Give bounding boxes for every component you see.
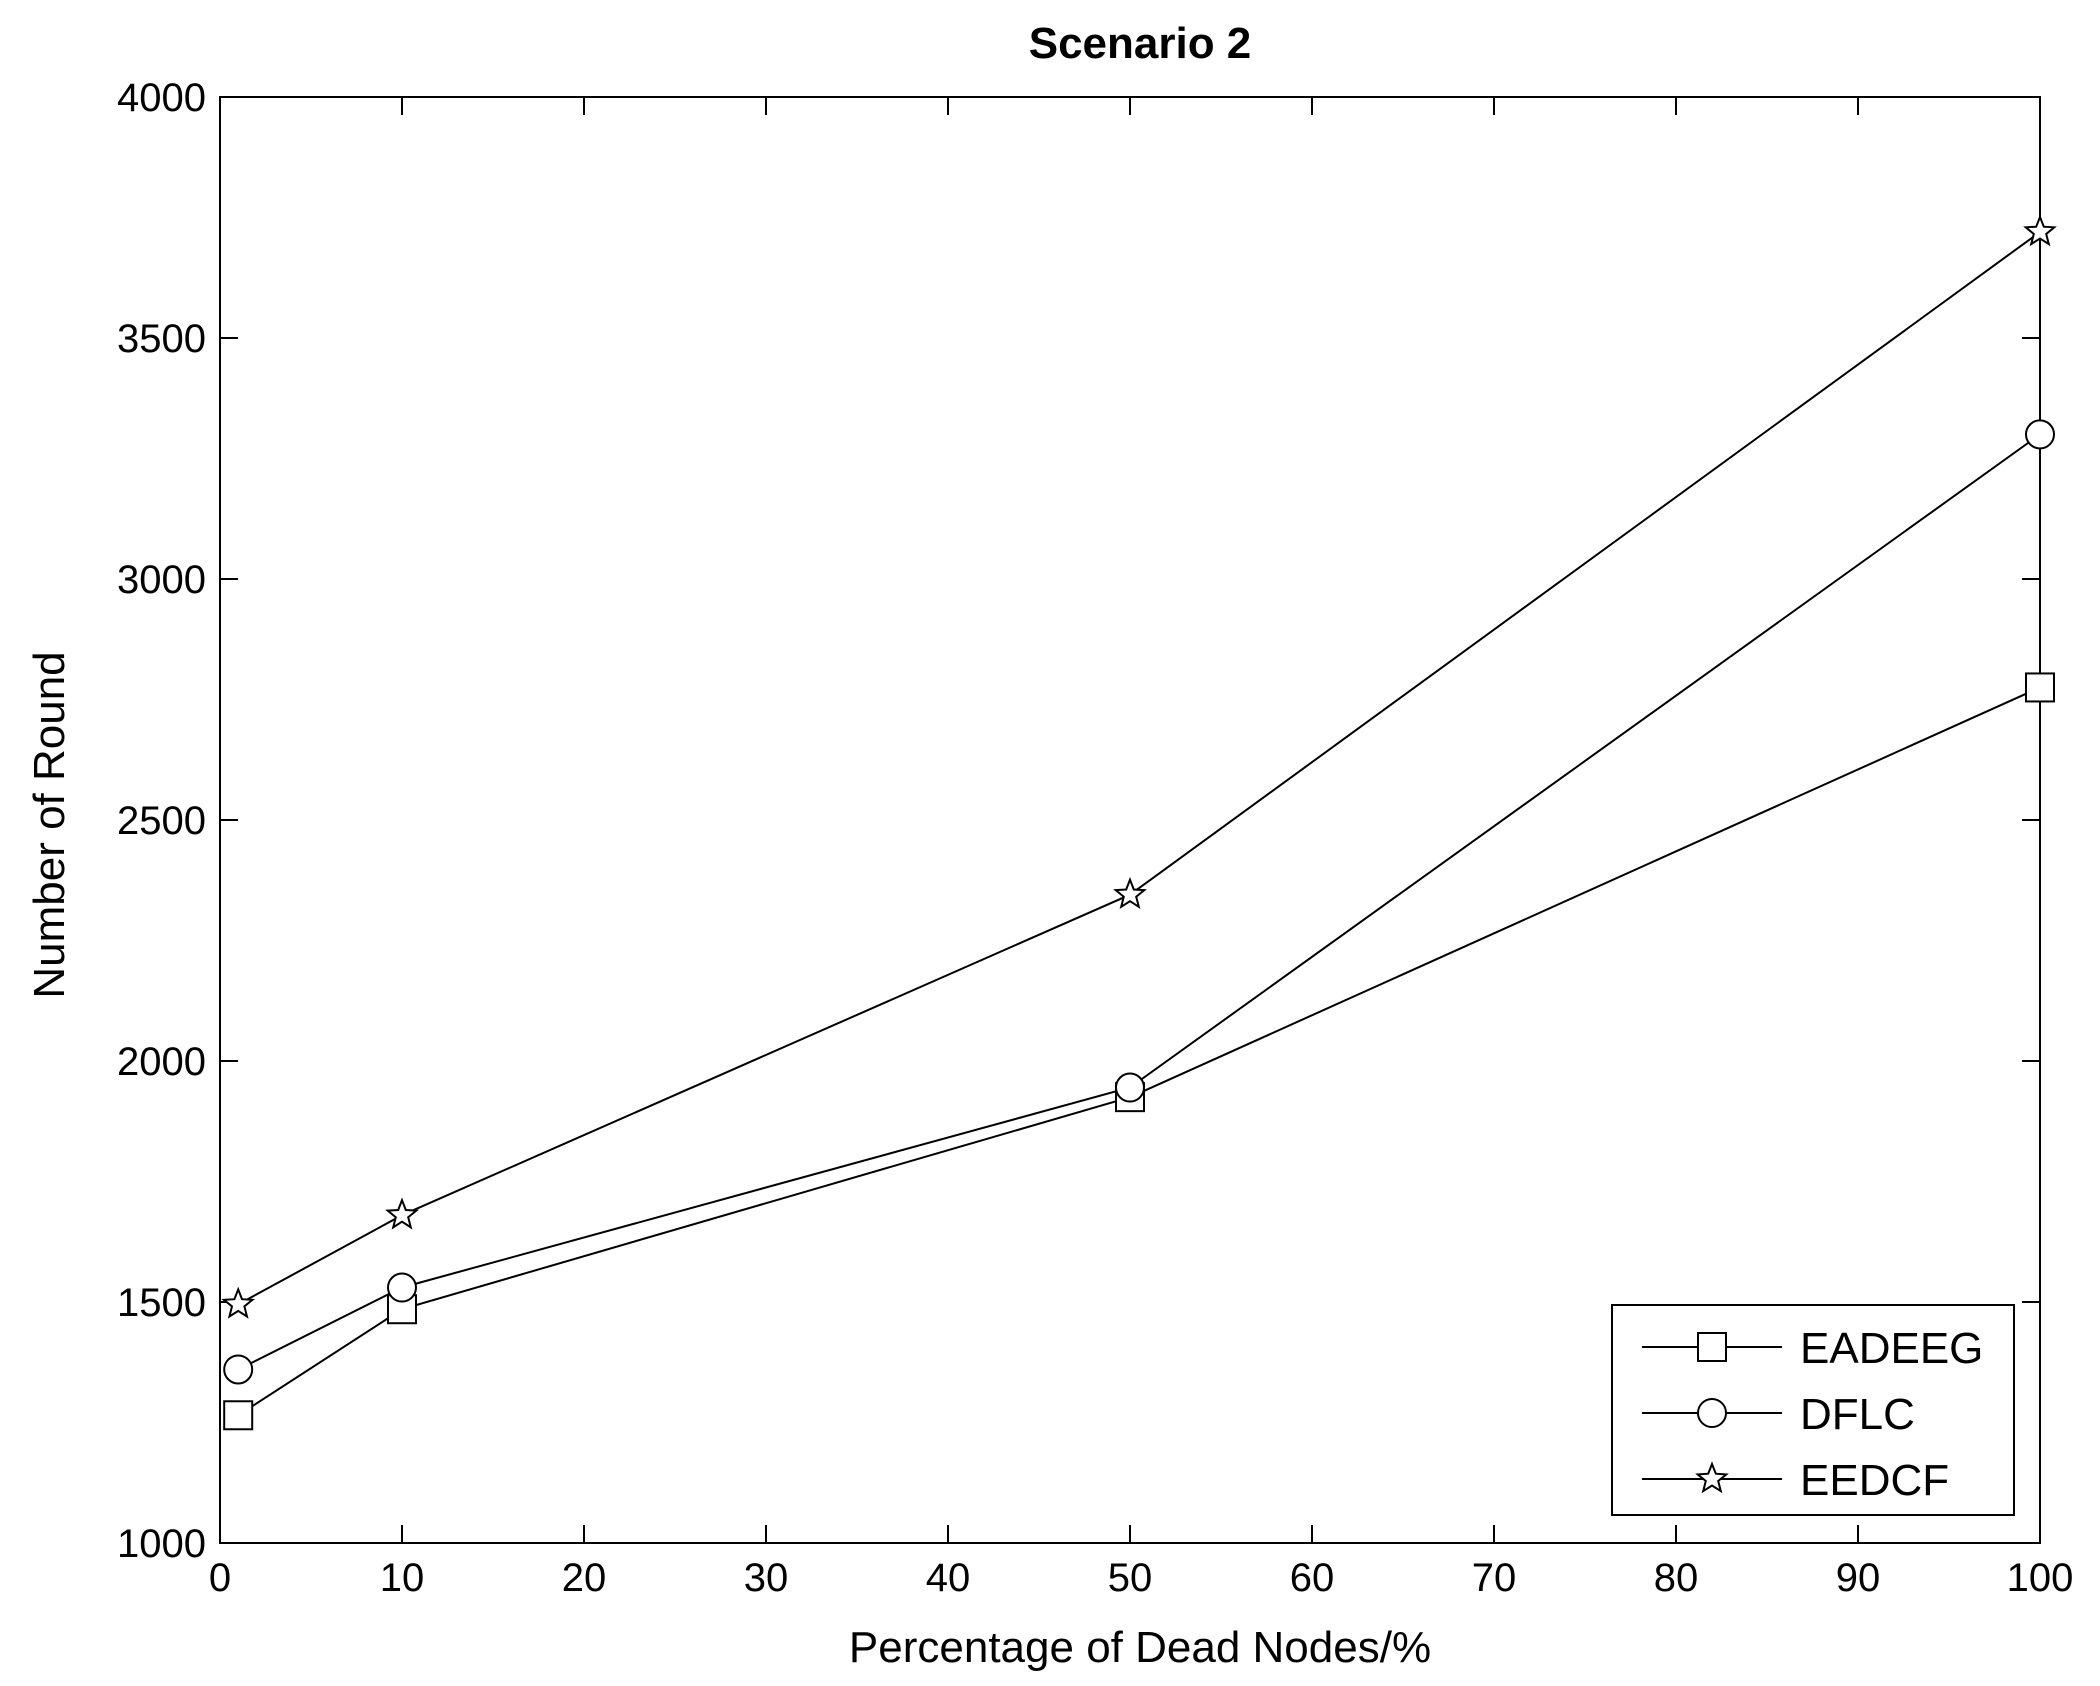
x-tick-label: 40 [926,1556,971,1600]
data-point-eadeeg [2025,672,2055,703]
y-tick-label: 1500 [117,1281,206,1325]
y-tick-label: 1000 [117,1522,206,1566]
series-line-dflc [237,433,2041,1371]
data-point-eadeeg [223,1400,254,1431]
data-point-eedcf [2023,214,2057,247]
data-point-eedcf [1113,876,1147,910]
legend-marker-eedcf [1695,1461,1729,1494]
x-axis-label: Percentage of Dead Nodes/% [849,1623,1431,1672]
series-line-eedcf [237,231,2041,1306]
x-tick-label: 60 [1290,1556,1335,1600]
y-tick-label: 2000 [117,1040,206,1084]
y-tick-label: 3000 [117,558,206,602]
y-tick-label: 4000 [117,76,206,120]
x-tick-label: 0 [209,1556,231,1600]
x-tick-label: 10 [380,1556,425,1600]
legend-label-eadeeg: EADEEG [1800,1324,1983,1373]
data-point-dflc [2025,419,2055,450]
chart-title: Scenario 2 [1029,19,1252,68]
x-tick-label: 20 [562,1556,607,1600]
series-line-eadeeg [237,686,2041,1417]
data-point-eedcf [385,1197,419,1230]
x-tick-label: 80 [1654,1556,1699,1600]
y-axis-label: Number of Round [25,651,74,998]
legend-marker-eadeeg [1697,1332,1727,1362]
data-point-eedcf [221,1286,256,1319]
legend: EADEEG DFLC EEDCF [1611,1304,2015,1516]
data-point-dflc [1115,1072,1145,1103]
plot-area: 0 10 20 30 40 50 60 70 80 90 100 1000 1500 2000 2500 30… [117,76,2073,1600]
legend-label-eedcf: EEDCF [1800,1456,1949,1505]
x-tick-label: 50 [1108,1556,1153,1600]
data-point-dflc [223,1354,254,1385]
x-tick-label: 70 [1472,1556,1517,1600]
data-point-dflc [387,1272,417,1303]
y-tick-label: 3500 [117,317,206,361]
x-tick-label: 100 [2007,1556,2074,1600]
legend-label-dflc: DFLC [1800,1390,1915,1439]
legend-marker-dflc [1697,1398,1727,1428]
y-tick-label: 2500 [117,799,206,843]
x-tick-label: 30 [744,1556,789,1600]
x-tick-label: 90 [1836,1556,1881,1600]
